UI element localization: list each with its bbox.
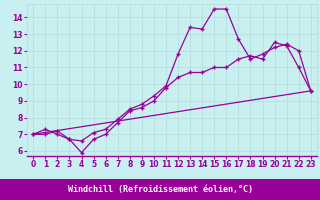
Text: Windchill (Refroidissement éolien,°C): Windchill (Refroidissement éolien,°C) [68, 185, 252, 194]
